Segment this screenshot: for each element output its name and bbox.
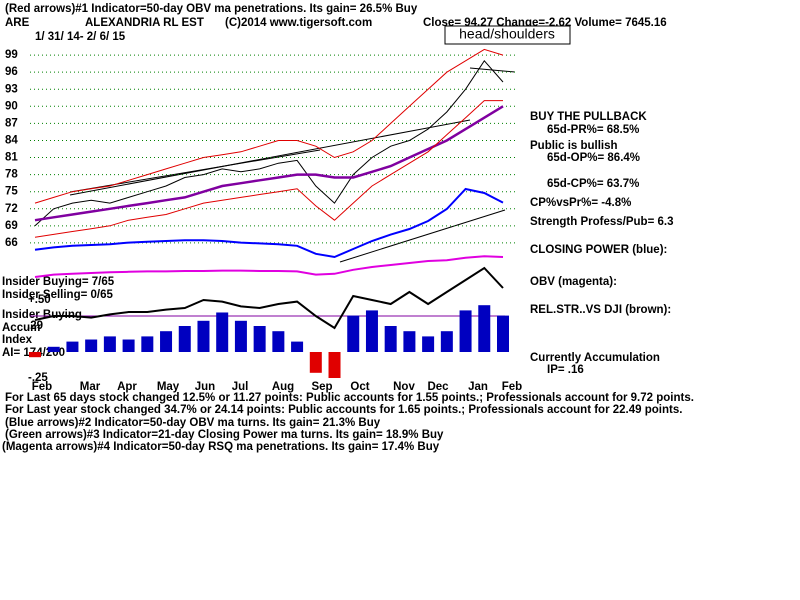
x-tick-label: Feb: [32, 381, 52, 393]
header: (Red arrows)#1 Indicator=50-day OBV ma p…: [5, 3, 418, 15]
accum-bar: [459, 310, 472, 352]
accum-bar: [365, 310, 378, 352]
note: BUY THE PULLBACK: [530, 111, 647, 123]
accum-bar: [141, 336, 154, 352]
note: Insider Buying= 7/65: [2, 276, 115, 288]
note: .29: [27, 320, 43, 332]
y-tick-label: 69: [5, 220, 18, 232]
x-tick-label: Apr: [117, 381, 137, 393]
note: Insider Buying: [2, 309, 82, 321]
y-tick-label: 72: [5, 203, 18, 215]
accum-label: Accum: [2, 322, 40, 334]
legend-label: REL.STR..VS DJI (brown):: [530, 304, 671, 316]
trend-line: [69, 149, 321, 193]
accum-tick-label: -.25: [28, 372, 48, 384]
x-tick-label: Feb: [502, 381, 522, 393]
accum-bar: [328, 352, 341, 378]
legend-label: CLOSING POWER (blue):: [530, 244, 667, 256]
accum-bar: [178, 326, 191, 352]
accum-bar: [497, 315, 509, 352]
footer: (Blue arrows)#2 Indicator=50-day OBV ma …: [5, 417, 381, 429]
legend-label: OBV (magenta):: [530, 276, 617, 288]
note: 65d-PR%= 68.5%: [547, 124, 639, 136]
x-tick-label: Sep: [311, 381, 332, 393]
accum-bar: [103, 336, 116, 352]
x-tick-label: Jul: [232, 381, 249, 393]
copyright: (C)2014 www.tigersoft.com: [225, 17, 372, 29]
price-line: [34, 105, 504, 222]
accum-bar: [160, 331, 173, 352]
footer: (Green arrows)#3 Indicator=21-day Closin…: [5, 429, 444, 441]
x-tick-label: Dec: [427, 381, 449, 393]
note: Currently Accumulation: [530, 352, 660, 364]
y-tick-label: 90: [5, 100, 18, 112]
x-tick-label: May: [157, 381, 180, 393]
accum-bar: [197, 320, 210, 352]
pattern: head/shoulders: [459, 26, 555, 42]
accum-bar: [403, 331, 416, 352]
date-range: 1/ 31/ 14- 2/ 6/ 15: [35, 31, 126, 43]
indicator-line: [34, 266, 504, 330]
accum-bar: [440, 331, 453, 352]
note: Public is bullish: [530, 140, 618, 152]
footer: For Last 65 days stock changed 12.5% or …: [5, 392, 694, 404]
x-tick-label: Aug: [272, 381, 294, 393]
accum-bar: [85, 339, 98, 352]
pattern-box: [444, 25, 571, 45]
accum-bar: [216, 312, 229, 352]
accum-bar: [309, 352, 322, 373]
trend-line: [339, 209, 506, 263]
company: ALEXANDRIA RL EST: [85, 17, 204, 29]
footer: (Magenta arrows)#4 Indicator=50-day RSQ …: [2, 441, 440, 453]
accum-bar: [291, 341, 304, 352]
accum-tick-label: +.50: [28, 294, 51, 306]
note: 65d-CP%= 63.7%: [547, 178, 639, 190]
x-tick-label: Mar: [80, 381, 101, 393]
price-line: [34, 59, 504, 227]
accum-bar: [422, 336, 435, 352]
indicator-line: [34, 187, 504, 259]
footer: For Last year stock changed 34.7% or 24.…: [5, 404, 682, 416]
accum-bar: [272, 331, 285, 352]
note: Insider Selling= 0/65: [2, 289, 113, 301]
y-tick-label: 87: [5, 117, 18, 129]
accum-bar: [29, 352, 41, 358]
price-line: [34, 100, 503, 238]
accum-bar: [384, 326, 397, 352]
x-tick-label: Jun: [195, 381, 215, 393]
y-tick-label: 75: [5, 186, 18, 198]
y-tick-label: 78: [5, 169, 18, 181]
x-tick-label: Jan: [468, 381, 488, 393]
ticker: ARE: [5, 17, 30, 29]
y-tick-label: 99: [5, 49, 18, 61]
accum-bar: [478, 305, 491, 352]
y-tick-label: 84: [5, 134, 18, 146]
note: 65d-OP%= 86.4%: [547, 152, 640, 164]
y-tick-label: 93: [5, 83, 18, 95]
y-tick-label: 66: [5, 237, 18, 249]
x-tick-label: Oct: [350, 381, 369, 393]
note: CP%vsPr%= -4.8%: [530, 197, 631, 209]
accum-bar: [234, 320, 247, 352]
accum-bar: [66, 341, 79, 352]
y-tick-label: 81: [5, 152, 18, 164]
accum-bar: [122, 339, 135, 352]
note: IP= .16: [547, 364, 584, 376]
x-tick-label: Nov: [393, 381, 415, 393]
accum-bar: [253, 326, 266, 352]
note: Index: [2, 334, 33, 346]
y-tick-label: 96: [5, 66, 18, 78]
note: Strength Profess/Pub= 6.3: [530, 216, 673, 228]
accum-bar: [347, 315, 360, 352]
accum-bar: [47, 346, 60, 352]
indicator-line: [34, 255, 504, 278]
price-line: [34, 48, 504, 204]
